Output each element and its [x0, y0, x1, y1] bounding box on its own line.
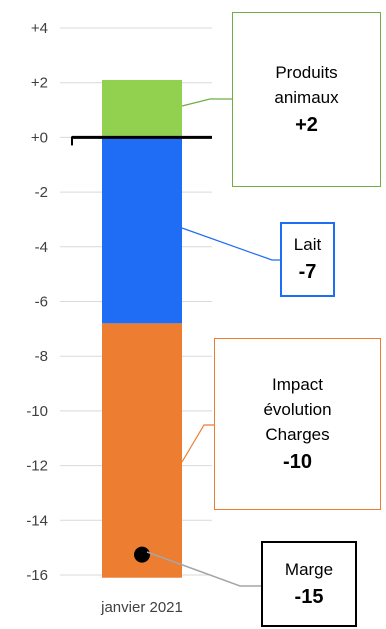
y-axis-ticks: +4 +2 +0 -2 -4 -6 -8 -10 -12 -14 -16 — [26, 20, 48, 584]
callout-produits-line1: Produits — [275, 62, 338, 82]
leader-marge — [146, 551, 261, 587]
callout-impact-charges: Impact évolution Charges -10 — [214, 338, 381, 510]
y-tick-label: +2 — [31, 75, 48, 92]
y-tick-label: -10 — [26, 403, 48, 420]
callout-marge: Marge -15 — [261, 541, 357, 627]
y-tick-label: -6 — [35, 294, 48, 311]
y-tick-label: -14 — [26, 512, 48, 529]
callout-marge-line1: Marge — [284, 559, 334, 579]
callout-lait-line1: Lait — [293, 235, 322, 254]
callout-lait-value: -7 — [298, 261, 317, 283]
callout-charges-value: -10 — [283, 450, 312, 473]
callout-produits-line2: animaux — [274, 87, 339, 107]
y-tick-label: -8 — [35, 348, 48, 365]
leader-lait — [181, 227, 280, 261]
bar-segment — [102, 137, 182, 324]
callout-lait: Lait -7 — [280, 222, 335, 297]
y-tick-label: +4 — [31, 20, 48, 37]
marge-marker — [134, 546, 150, 563]
x-category-label: janvier 2021 — [100, 599, 183, 616]
callout-produits-value: +2 — [295, 113, 318, 136]
y-tick-label: -4 — [35, 239, 48, 256]
bar-segment — [102, 323, 182, 578]
y-tick-label: -12 — [26, 458, 48, 475]
callout-charges-line2: évolution — [263, 399, 332, 419]
leader-lines — [146, 98, 280, 587]
bar-segment — [102, 79, 182, 138]
y-tick-label: -16 — [26, 567, 48, 584]
callout-charges-line3: Charges — [265, 424, 330, 444]
bars — [71, 79, 212, 578]
y-tick-label: +0 — [31, 129, 48, 146]
leader-produits — [181, 98, 232, 107]
callout-charges-line1: Impact — [271, 374, 324, 394]
leader-charges — [181, 424, 214, 463]
callout-produits-animaux: Produits animaux +2 — [232, 12, 381, 187]
callout-marge-value: -15 — [294, 585, 324, 608]
y-tick-label: -2 — [35, 184, 48, 201]
